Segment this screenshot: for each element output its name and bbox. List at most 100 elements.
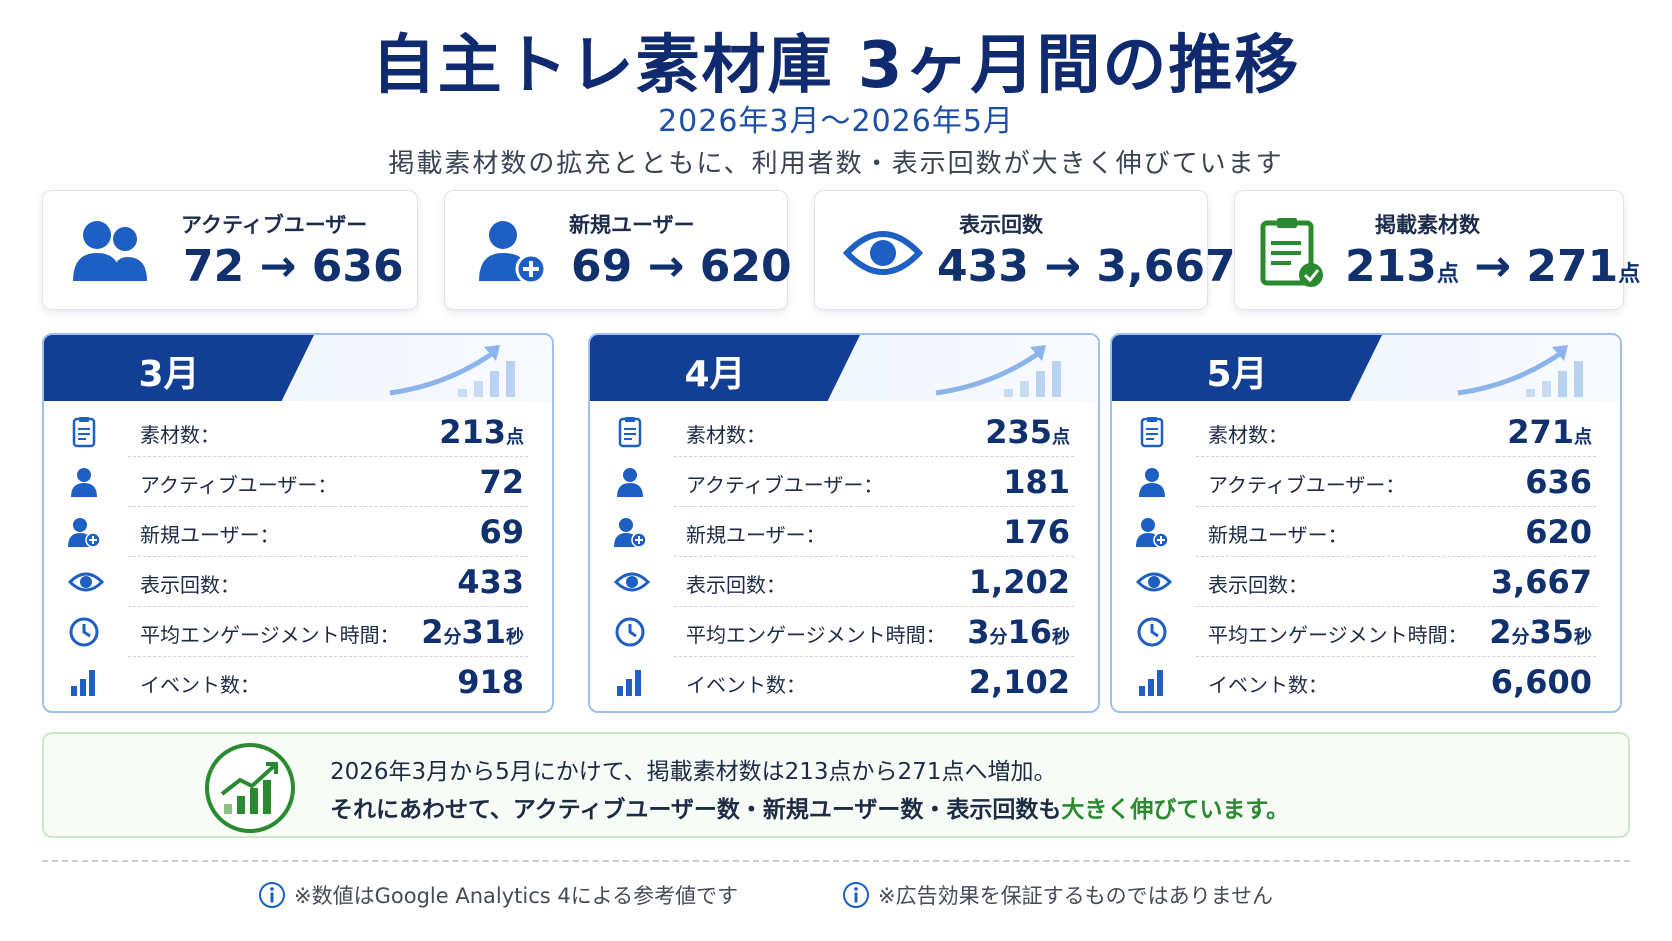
arrow-right-icon: → [647, 241, 685, 292]
arrow-right-icon: → [259, 241, 297, 292]
summary-line-2: それにあわせて、アクティブユーザー数・新規ユーザー数・表示回数も大きく伸びていま… [330, 790, 1289, 824]
row-divider [1196, 556, 1596, 557]
row-value: 235点 [985, 413, 1070, 451]
month-name: 3月 [138, 354, 200, 395]
footnote-text: ※数値はGoogle Analytics 4による参考値です [294, 884, 739, 908]
row-divider [674, 506, 1074, 507]
row-divider [1196, 656, 1596, 657]
eye-icon [612, 566, 651, 598]
row-divider [128, 656, 528, 657]
row-divider [1196, 606, 1596, 607]
row-label: イベント数： [1208, 673, 1328, 697]
row-value: 271点 [1507, 413, 1592, 451]
row-value: 433 [457, 563, 524, 601]
kpi-label: アクティブユーザー [181, 213, 368, 237]
row-label: イベント数： [140, 673, 260, 697]
row-materials: 素材数： 271点 [1112, 407, 1620, 457]
row-value: 2分31秒 [421, 613, 524, 651]
growth-chart-icon [205, 743, 295, 833]
row-events: イベント数： 6,600 [1112, 657, 1620, 707]
row-divider [674, 556, 1074, 557]
month-name: 5月 [1206, 354, 1268, 395]
kpi-card-page-views: 表示回数 433 → 3,667 [814, 190, 1236, 310]
month-name: 4月 [684, 354, 746, 395]
row-events: イベント数： 2,102 [590, 657, 1098, 707]
row-value: 3分16秒 [967, 613, 1070, 651]
kpi-label: 掲載素材数 [1375, 213, 1480, 237]
row-divider [1196, 456, 1596, 457]
month-card-may: 5月 素材数： 271点 アクティブユーザー： 636 新規ユーザー： 620 表示回数： 3,… [1110, 333, 1622, 713]
row-label: 素材数： [686, 423, 766, 447]
kpi-card-active-users: アクティブユーザー 72 → 636 [42, 190, 418, 310]
row-divider [128, 456, 528, 457]
clock-icon [612, 616, 648, 648]
row-avg-engagement: 平均エンゲージメント時間： 2分31秒 [44, 607, 552, 657]
trend-arrow-icon [935, 345, 1061, 397]
user-plus-icon [479, 221, 547, 285]
row-label: 新規ユーザー： [1208, 523, 1348, 547]
clipboard-icon [1134, 416, 1170, 448]
eye-icon [1134, 566, 1173, 598]
row-materials: 素材数： 235点 [590, 407, 1098, 457]
row-label: 素材数： [140, 423, 220, 447]
bar-chart-icon [66, 666, 102, 698]
row-divider [128, 506, 528, 507]
arrow-right-icon: → [1474, 241, 1512, 292]
users-icon [73, 221, 147, 281]
kpi-value: 72 → 636 [183, 241, 404, 292]
row-divider [128, 606, 528, 607]
row-divider [674, 606, 1074, 607]
month-tab [590, 335, 860, 401]
kpi-from: 69 [571, 241, 633, 292]
footnote-text: ※広告効果を保証するものではありません [878, 884, 1273, 908]
kpi-value: 69 → 620 [571, 241, 792, 292]
clipboard-icon [612, 416, 648, 448]
row-events: イベント数： 918 [44, 657, 552, 707]
row-label: アクティブユーザー： [1208, 473, 1406, 497]
kpi-unit: 点 [1436, 262, 1459, 287]
user-icon [612, 466, 648, 498]
kpi-to: 620 [699, 241, 792, 292]
summary-line-2-text: それにあわせて、アクティブユーザー数・新規ユーザー数・表示回数も [330, 797, 1062, 823]
row-value: 636 [1525, 463, 1592, 501]
bar-chart-icon [612, 666, 648, 698]
row-divider [128, 556, 528, 557]
row-value: 918 [457, 663, 524, 701]
period-label: 2026年3月〜2026年5月 [658, 104, 1014, 139]
kpi-label: 新規ユーザー [569, 213, 695, 237]
row-active-users: アクティブユーザー： 72 [44, 457, 552, 507]
kpi-label: 表示回数 [959, 213, 1043, 237]
row-label: 平均エンゲージメント時間： [140, 623, 400, 647]
row-value: 213点 [439, 413, 524, 451]
kpi-card-new-users: 新規ユーザー 69 → 620 [444, 190, 792, 310]
clock-icon [66, 616, 102, 648]
clipboard-icon [66, 416, 102, 448]
row-page-views: 表示回数： 1,202 [590, 557, 1098, 607]
summary-highlight: 大きく伸びています。 [1061, 797, 1290, 823]
row-value: 1,202 [968, 563, 1070, 601]
row-value: 181 [1003, 463, 1070, 501]
arrow-right-icon: → [1044, 241, 1082, 292]
kpi-from: 72 [183, 241, 245, 292]
row-value: 3,667 [1490, 563, 1592, 601]
trend-arrow-icon [1457, 345, 1583, 397]
row-new-users: 新規ユーザー： 69 [44, 507, 552, 557]
row-label: アクティブユーザー： [140, 473, 338, 497]
month-card-april: 4月 素材数： 235点 アクティブユーザー： 181 新規ユーザー： 176 表示回数： 1,… [588, 333, 1100, 713]
user-plus-icon [1134, 516, 1170, 548]
row-label: 素材数： [1208, 423, 1288, 447]
row-divider [674, 456, 1074, 457]
month-tab [1112, 335, 1382, 401]
clock-icon [1134, 616, 1170, 648]
row-page-views: 表示回数： 433 [44, 557, 552, 607]
info-icon [259, 882, 285, 908]
kpi-to: 636 [311, 241, 404, 292]
kpi-card-materials: 掲載素材数 213点 → 271点 [1234, 190, 1640, 310]
page-subtitle: 掲載素材数の拡充とともに、利用者数・表示回数が大きく伸びています [388, 149, 1284, 179]
kpi-to: 3,667 [1096, 241, 1236, 292]
row-divider [674, 656, 1074, 657]
row-label: 新規ユーザー： [686, 523, 826, 547]
row-active-users: アクティブユーザー： 636 [1112, 457, 1620, 507]
row-new-users: 新規ユーザー： 620 [1112, 507, 1620, 557]
kpi-from: 213 [1345, 241, 1437, 292]
